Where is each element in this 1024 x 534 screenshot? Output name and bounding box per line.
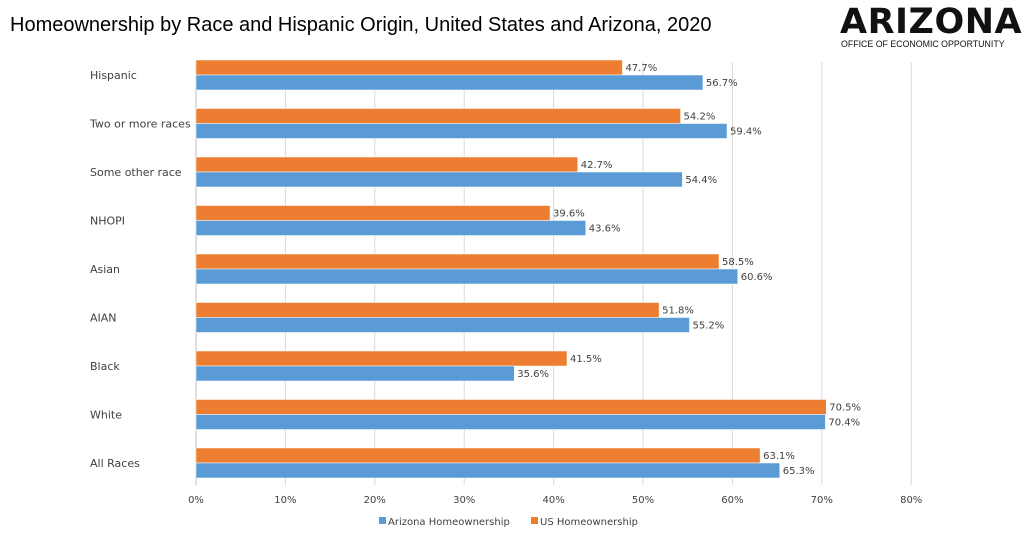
arizona-bar <box>195 268 739 285</box>
us-data-label: 47.7% <box>625 63 657 74</box>
arizona-data-label: 65.3% <box>783 466 815 477</box>
x-tick-label: 10% <box>274 495 296 506</box>
legend-label-us: US Homeownership <box>540 517 638 528</box>
us-bar <box>195 399 827 415</box>
x-tick-label: 0% <box>188 495 204 506</box>
arizona-data-label: 54.4% <box>685 175 717 186</box>
arizona-data-label: 56.7% <box>706 78 738 89</box>
us-bar <box>195 205 551 221</box>
us-bar <box>195 447 761 464</box>
us-bar <box>195 350 568 367</box>
chart-title: Homeownership by Race and Hispanic Origi… <box>10 14 712 36</box>
arizona-bar <box>195 462 781 479</box>
logo-subtitle: OFFICE OF ECONOMIC OPPORTUNITY <box>841 39 1005 49</box>
x-tick-label: 20% <box>364 495 386 506</box>
legend-swatch-us <box>531 517 538 524</box>
arizona-bar <box>195 74 704 91</box>
us-bar <box>195 108 681 124</box>
us-bar <box>195 302 660 318</box>
us-data-label: 41.5% <box>570 354 602 365</box>
us-bar <box>195 59 623 76</box>
us-data-label: 54.2% <box>684 112 716 123</box>
us-bar <box>195 253 720 270</box>
x-tick-label: 40% <box>542 495 564 506</box>
x-tick-label: 50% <box>632 495 654 506</box>
arizona-data-label: 35.6% <box>517 369 549 380</box>
category-label: Asian <box>90 263 120 276</box>
category-label: White <box>90 409 122 422</box>
x-tick-label: 70% <box>811 495 833 506</box>
logo-wordmark: ARIZONA <box>840 2 1023 42</box>
us-bar <box>195 156 578 173</box>
us-data-label: 42.7% <box>581 160 613 171</box>
category-label: NHOPI <box>90 215 125 228</box>
arizona-data-label: 55.2% <box>692 321 724 332</box>
arizona-bar <box>195 365 515 382</box>
x-tick-label: 30% <box>453 495 475 506</box>
us-data-label: 39.6% <box>553 209 585 220</box>
legend-swatch-arizona <box>379 517 386 524</box>
category-label: All Races <box>90 457 140 470</box>
arizona-data-label: 59.4% <box>730 127 762 138</box>
arizona-bar <box>195 123 728 139</box>
category-label: AIAN <box>90 312 117 325</box>
arizona-data-label: 60.6% <box>741 272 773 283</box>
category-label: Black <box>90 360 120 373</box>
arizona-data-label: 43.6% <box>589 224 621 235</box>
x-tick-label: 80% <box>900 495 922 506</box>
category-label: Some other race <box>90 166 182 179</box>
arizona-bar <box>195 220 587 236</box>
us-data-label: 63.1% <box>763 451 795 462</box>
arizona-bar <box>195 414 826 430</box>
us-data-label: 70.5% <box>829 403 861 414</box>
x-tick-label: 60% <box>721 495 743 506</box>
arizona-bar <box>195 171 683 188</box>
arizona-bar <box>195 317 690 333</box>
arizona-data-label: 70.4% <box>828 418 860 429</box>
category-label: Hispanic <box>90 69 137 82</box>
arizona-logo: ARIZONA OFFICE OF ECONOMIC OPPORTUNITY <box>840 2 1022 52</box>
us-data-label: 58.5% <box>722 257 754 268</box>
legend-label-arizona: Arizona Homeownership <box>388 517 510 528</box>
category-label: Two or more races <box>89 118 191 131</box>
us-data-label: 51.8% <box>662 306 694 317</box>
